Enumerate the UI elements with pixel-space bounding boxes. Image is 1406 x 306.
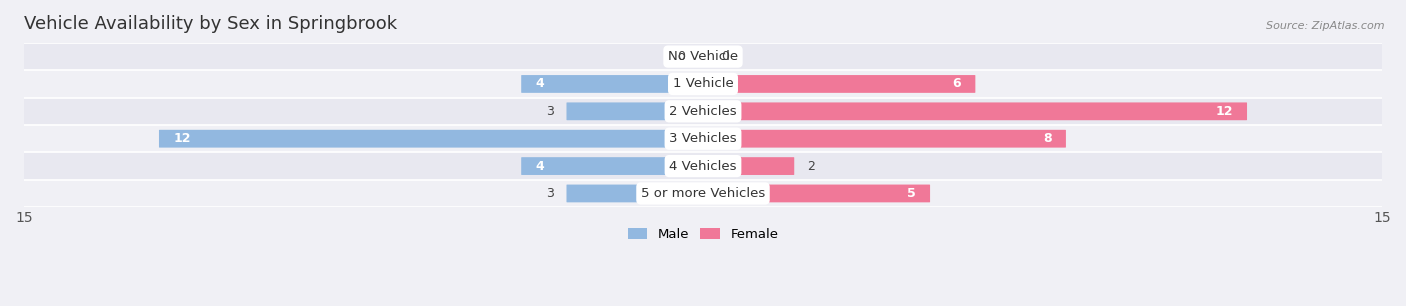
Bar (24, 125, 1382, 152)
Bar (24, 180, 1382, 207)
FancyBboxPatch shape (159, 130, 703, 147)
Text: 6: 6 (952, 77, 962, 91)
FancyBboxPatch shape (703, 75, 976, 93)
FancyBboxPatch shape (567, 103, 703, 120)
FancyBboxPatch shape (703, 103, 1247, 120)
Text: Source: ZipAtlas.com: Source: ZipAtlas.com (1267, 21, 1385, 32)
Text: 0: 0 (721, 50, 730, 63)
Legend: Male, Female: Male, Female (623, 223, 783, 247)
Text: 2: 2 (807, 160, 815, 173)
Text: 12: 12 (1215, 105, 1233, 118)
Text: Vehicle Availability by Sex in Springbrook: Vehicle Availability by Sex in Springbro… (24, 15, 396, 33)
Text: 4: 4 (536, 160, 544, 173)
Text: 3 Vehicles: 3 Vehicles (669, 132, 737, 145)
Text: 4 Vehicles: 4 Vehicles (669, 160, 737, 173)
FancyBboxPatch shape (522, 75, 703, 93)
FancyBboxPatch shape (522, 157, 703, 175)
Bar (24, 152, 1382, 180)
Text: 2 Vehicles: 2 Vehicles (669, 105, 737, 118)
FancyBboxPatch shape (703, 157, 794, 175)
Text: 12: 12 (173, 132, 191, 145)
Text: 8: 8 (1043, 132, 1052, 145)
FancyBboxPatch shape (567, 185, 703, 202)
Text: 3: 3 (546, 187, 554, 200)
Text: 5 or more Vehicles: 5 or more Vehicles (641, 187, 765, 200)
Text: 0: 0 (676, 50, 685, 63)
FancyBboxPatch shape (703, 185, 931, 202)
Bar (24, 98, 1382, 125)
Bar (24, 70, 1382, 98)
Text: 4: 4 (536, 77, 544, 91)
FancyBboxPatch shape (703, 130, 1066, 147)
Text: 3: 3 (546, 105, 554, 118)
Bar (24, 43, 1382, 70)
Text: No Vehicle: No Vehicle (668, 50, 738, 63)
Text: 1 Vehicle: 1 Vehicle (672, 77, 734, 91)
Text: 5: 5 (907, 187, 915, 200)
